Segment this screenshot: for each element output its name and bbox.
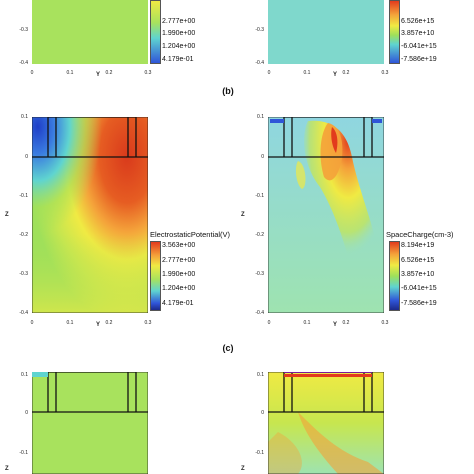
colorbar-tick: 6.526e+15 xyxy=(401,257,435,264)
y-tick: 0 xyxy=(25,154,28,160)
x-tick: 0.2 xyxy=(105,70,113,76)
x-tick: 0.1 xyxy=(66,70,74,76)
colorbar-tick: 1.204e+00 xyxy=(162,285,196,292)
y-tick: -0.4 xyxy=(19,310,28,316)
x-tick: 0.2 xyxy=(342,70,350,76)
caption-c: (c) xyxy=(222,343,234,353)
x-tick: 0.3 xyxy=(381,320,389,326)
y-tick: -0.1 xyxy=(19,450,28,456)
colorbar-tick: 1.204e+00 xyxy=(162,43,196,50)
top-left-colorbar xyxy=(150,0,161,64)
colorbar-tick: 2.777e+00 xyxy=(162,257,196,264)
top-left-potential-plot xyxy=(32,0,148,64)
y-tick: -0.4 xyxy=(255,60,264,66)
potential-colorbar xyxy=(150,241,161,311)
y-tick: 0.1 xyxy=(21,114,28,120)
y-tick: 0.1 xyxy=(257,372,264,378)
colorbar-tick: -7.586e+19 xyxy=(401,56,437,63)
y-tick: 0.1 xyxy=(21,372,28,378)
colorbar-tick: 3.857e+10 xyxy=(401,30,435,37)
charge-legend-title: SpaceCharge(cm-3) xyxy=(386,230,454,239)
bottom-left-potential-plot xyxy=(32,372,148,474)
colorbar-tick: 3.563e+00 xyxy=(162,242,196,249)
colorbar-tick: -6.041e+15 xyxy=(401,43,437,50)
x-tick: 0 xyxy=(267,320,271,326)
colorbar-tick: 4.179e-01 xyxy=(162,300,194,307)
x-axis-label: Y xyxy=(333,72,338,78)
colorbar-tick: 3.857e+10 xyxy=(401,271,435,278)
y-tick: -0.4 xyxy=(19,60,28,66)
x-axis-label: Y xyxy=(96,322,101,328)
x-tick: 0 xyxy=(30,70,34,76)
x-tick: 0.1 xyxy=(303,70,311,76)
colorbar-tick: 8.194e+19 xyxy=(401,242,435,249)
potential-plot xyxy=(32,117,148,313)
y-axis-label: Z xyxy=(5,466,9,472)
colorbar-tick: 4.179e-01 xyxy=(162,56,194,63)
y-axis-label: Z xyxy=(241,212,245,218)
y-tick: -0.1 xyxy=(19,193,28,199)
x-axis-label: Y xyxy=(333,322,338,328)
y-tick: -0.3 xyxy=(255,27,264,33)
y-tick: 0 xyxy=(25,410,28,416)
y-tick: 0 xyxy=(261,410,264,416)
x-tick: 0 xyxy=(30,320,34,326)
y-tick: -0.2 xyxy=(255,232,264,238)
charge-colorbar xyxy=(389,241,400,311)
y-axis-label: Z xyxy=(5,212,9,218)
x-tick: 0.3 xyxy=(144,320,152,326)
y-tick: -0.1 xyxy=(255,450,264,456)
x-tick: 0.1 xyxy=(303,320,311,326)
top-right-charge-plot xyxy=(268,0,384,64)
y-tick: -0.3 xyxy=(19,271,28,277)
x-tick: 0.3 xyxy=(144,70,152,76)
space-charge-plot xyxy=(268,117,384,313)
x-tick: 0.3 xyxy=(381,70,389,76)
colorbar-tick: -7.586e+19 xyxy=(401,300,437,307)
y-tick: -0.4 xyxy=(255,310,264,316)
x-tick: 0.2 xyxy=(105,320,113,326)
y-axis-label: Z xyxy=(241,466,245,472)
y-tick: -0.1 xyxy=(255,193,264,199)
colorbar-tick: -6.041e+15 xyxy=(401,285,437,292)
caption-b: (b) xyxy=(222,86,234,96)
y-tick: -0.3 xyxy=(255,271,264,277)
top-right-colorbar xyxy=(389,0,400,64)
y-tick: -0.3 xyxy=(19,27,28,33)
x-tick: 0.1 xyxy=(66,320,74,326)
colorbar-tick: 1.990e+00 xyxy=(162,30,196,37)
y-tick: -0.2 xyxy=(19,232,28,238)
x-tick: 0.2 xyxy=(342,320,350,326)
colorbar-tick: 2.777e+00 xyxy=(162,18,196,25)
colorbar-tick: 1.990e+00 xyxy=(162,271,196,278)
colorbar-tick: 6.526e+15 xyxy=(401,18,435,25)
y-tick: 0 xyxy=(261,154,264,160)
x-tick: 0 xyxy=(267,70,271,76)
x-axis-label: Y xyxy=(96,72,101,78)
y-tick: 0.1 xyxy=(257,114,264,120)
potential-legend-title: ElectrostaticPotential(V) xyxy=(150,230,231,239)
bottom-right-charge-plot xyxy=(268,372,384,474)
